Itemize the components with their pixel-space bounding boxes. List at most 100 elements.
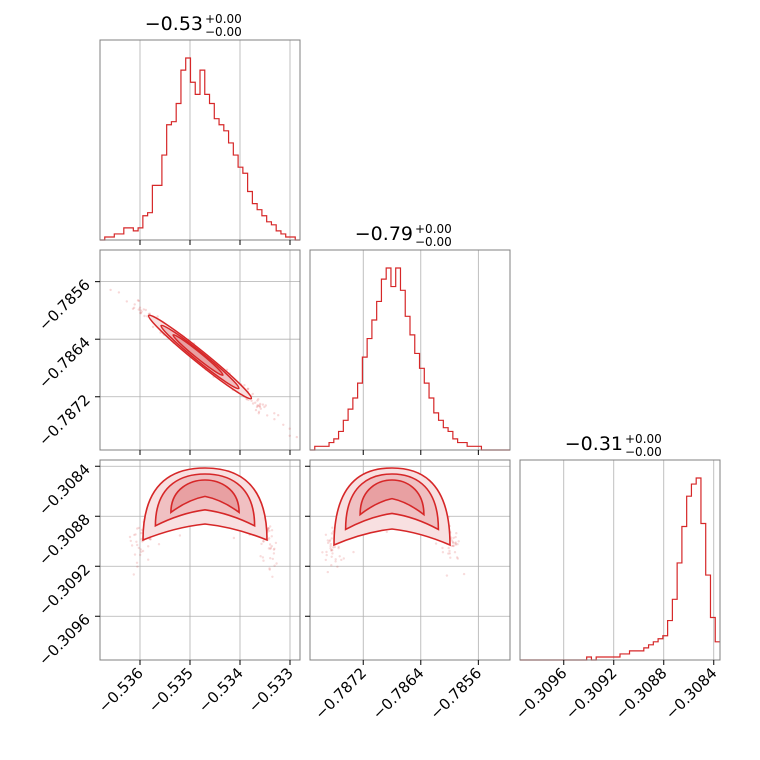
scatter-point: [329, 542, 332, 546]
scatter-point: [147, 545, 150, 548]
scatter-point: [456, 557, 459, 560]
scatter-point: [453, 551, 457, 554]
histogram-step: [520, 477, 720, 661]
scatter-point: [447, 552, 450, 555]
contour-inner: [172, 333, 224, 377]
scatter-point: [337, 547, 340, 550]
scatter-point: [178, 534, 182, 537]
scatter-point: [261, 556, 265, 559]
scatter-point: [131, 307, 135, 310]
scatter-panel-1-2: [305, 459, 511, 665]
scatter-point: [251, 402, 255, 405]
scatter-point: [324, 533, 328, 536]
x-tick-label: −0.7872: [311, 664, 370, 723]
scatter-point: [157, 543, 161, 546]
scatter-point: [243, 384, 246, 387]
scatter-point: [447, 546, 450, 550]
histogram-panel-2: −0.31 +0.00−0.00: [519, 432, 721, 665]
scatter-point: [454, 541, 457, 544]
scatter-point: [257, 398, 260, 401]
panel-title: −0.53: [145, 13, 203, 35]
y-tick-label: −0.3092: [35, 560, 94, 619]
scatter-point: [257, 410, 261, 413]
scatter-point: [139, 548, 142, 551]
scatter-point: [139, 309, 142, 312]
scatter-point: [441, 551, 445, 554]
scatter-point: [269, 525, 272, 528]
scatter-point: [331, 549, 334, 552]
scatter-point: [137, 546, 140, 550]
scatter-point: [136, 299, 140, 302]
scatter-point: [132, 573, 135, 576]
scatter-point: [125, 300, 128, 303]
scatter-point: [117, 291, 121, 294]
scatter-point: [133, 553, 137, 556]
scatter-point: [441, 546, 444, 550]
scatter-point: [270, 545, 273, 548]
scatter-point: [328, 540, 331, 543]
scatter-point: [452, 541, 455, 545]
axes-frame: [309, 249, 511, 451]
scatter-point: [262, 559, 265, 562]
axes-frame: [99, 249, 301, 451]
scatter-point: [277, 414, 280, 417]
scatter-point: [261, 403, 265, 406]
contour-inner: [359, 479, 425, 517]
scatter-point: [269, 546, 272, 549]
scatter-point: [451, 540, 455, 544]
scatter-point: [262, 540, 265, 543]
scatter-point: [232, 536, 236, 540]
scatter-point: [149, 537, 152, 541]
histogram-step: [310, 267, 510, 451]
scatter-point: [326, 539, 329, 542]
scatter-point: [140, 310, 143, 313]
scatter-point: [445, 574, 449, 577]
scatter-point: [385, 530, 388, 534]
x-tick-label: −0.3096: [512, 664, 571, 723]
axes-frame: [519, 459, 721, 661]
scatter-point: [268, 537, 271, 540]
y-tick-label: −0.7856: [35, 276, 94, 335]
scatter-point: [330, 564, 333, 567]
scatter-point: [449, 556, 452, 559]
scatter-point: [282, 423, 285, 426]
scatter-point: [264, 404, 267, 407]
scatter-point: [334, 560, 337, 563]
scatter-point: [336, 565, 339, 568]
scatter-point: [130, 544, 134, 547]
scatter-point: [149, 538, 152, 541]
scatter-point: [330, 549, 333, 552]
scatter-point: [138, 306, 142, 309]
scatter-panel-0-2: [95, 459, 301, 665]
scatter-point: [329, 544, 332, 548]
scatter-point: [272, 548, 276, 551]
scatter-point: [245, 398, 248, 401]
contour-inner: [170, 479, 240, 514]
x-tick-label: −0.7856: [426, 664, 485, 723]
scatter-point: [140, 538, 143, 541]
x-tick-label: −0.534: [195, 664, 247, 716]
scatter-point: [259, 402, 262, 406]
scatter-point: [132, 306, 136, 309]
scatter-point: [151, 325, 155, 329]
scatter-point: [325, 550, 328, 554]
x-tick-label: −0.3088: [612, 664, 671, 723]
title-lower-error: −0.00: [415, 235, 452, 249]
scatter-point: [137, 526, 140, 530]
scatter-point: [139, 553, 142, 557]
contour-middle: [344, 473, 440, 531]
scatter-point: [352, 550, 355, 554]
y-tick-label: −0.7872: [35, 391, 94, 450]
y-tick-label: −0.7864: [35, 333, 94, 392]
scatter-point: [330, 555, 333, 558]
scatter-point: [288, 434, 291, 437]
scatter-point: [267, 527, 270, 530]
title-upper-error: +0.00: [415, 222, 452, 236]
scatter-point: [332, 546, 335, 549]
histogram-panel-0: −0.53 +0.00−0.00: [99, 12, 301, 245]
scatter-point: [455, 532, 458, 535]
scatter-point: [272, 552, 276, 555]
scatter-point: [256, 399, 259, 402]
y-tick-label: −0.3084: [35, 460, 94, 519]
